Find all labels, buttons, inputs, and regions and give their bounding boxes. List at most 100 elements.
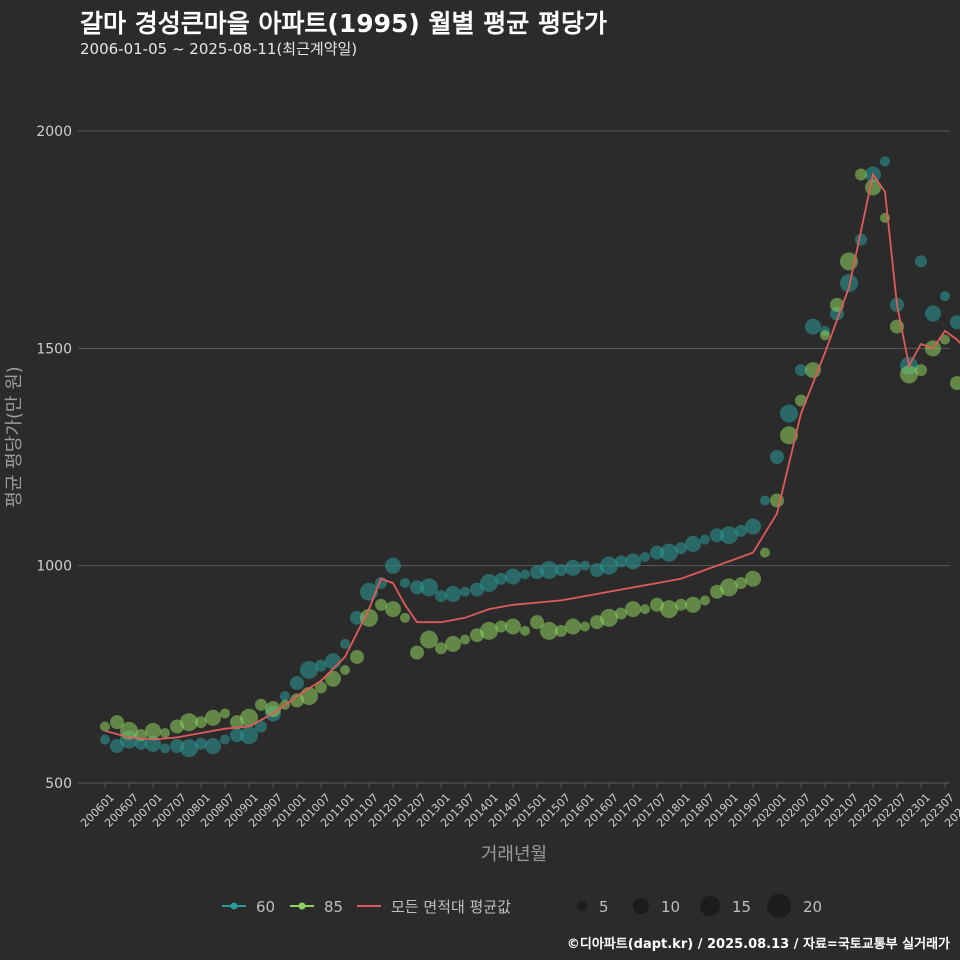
point-85: [110, 715, 124, 730]
point-85: [435, 642, 447, 655]
point-85: [265, 701, 281, 718]
point-85: [240, 708, 258, 727]
point-60: [675, 542, 687, 555]
point-60: [925, 305, 941, 322]
point-85: [400, 612, 410, 623]
y-tick-label: 2000: [36, 124, 72, 140]
point-60: [220, 734, 230, 745]
point-85: [420, 630, 438, 649]
point-85: [760, 547, 770, 558]
point-85: [600, 608, 618, 627]
point-85: [160, 728, 170, 739]
point-85: [565, 618, 581, 635]
point-85: [480, 621, 498, 640]
legend-size-circle: [700, 896, 720, 916]
point-60: [950, 315, 960, 330]
point-60: [760, 495, 770, 506]
x-tick-labels: 2006012006072007012007072008012008072009…: [78, 783, 960, 830]
point-85: [940, 334, 950, 345]
point-85: [340, 664, 350, 675]
y-axis-label: 평균 평당가(만 원): [4, 366, 25, 507]
series-85-points: [100, 168, 960, 742]
grid: [78, 130, 950, 784]
legend-size-label: 10: [661, 898, 680, 916]
point-60: [700, 534, 710, 545]
credit-text: ©디아파트(dapt.kr) / 2025.08.13 / 자료=국토교통부 실…: [566, 937, 950, 952]
point-60: [160, 743, 170, 754]
series-average-line: [104, 172, 960, 741]
point-60: [745, 518, 761, 535]
point-60: [400, 578, 410, 589]
point-60: [495, 572, 507, 585]
legend-key-point: [230, 902, 238, 910]
point-60: [805, 318, 821, 335]
point-85: [580, 621, 590, 632]
point-60: [625, 553, 641, 570]
point-60: [280, 691, 290, 702]
point-60: [940, 291, 950, 302]
point-60: [230, 728, 244, 743]
point-60: [720, 526, 738, 545]
point-60: [685, 535, 701, 552]
point-60: [540, 561, 558, 580]
point-60: [410, 580, 424, 595]
y-tick-label: 1000: [36, 559, 72, 575]
point-85: [685, 596, 701, 613]
point-60: [480, 574, 498, 593]
point-85: [915, 364, 927, 377]
point-60: [770, 450, 784, 464]
point-60: [110, 739, 124, 754]
legend-size-label: 5: [599, 898, 609, 916]
point-85: [255, 698, 267, 711]
y-tick-label: 1500: [36, 341, 72, 357]
point-60: [135, 737, 147, 750]
point-85: [820, 330, 830, 341]
point-85: [315, 681, 327, 694]
point-60: [780, 404, 798, 423]
point-85: [675, 598, 687, 611]
point-85: [950, 376, 960, 391]
point-85: [325, 670, 341, 687]
y-tick-labels: 500 1000 1500 2000: [36, 124, 72, 792]
point-60: [580, 560, 590, 571]
chart-subtitle: 2006-01-05 ~ 2025-08-11(최근계약일): [80, 40, 358, 58]
legend-size-circle: [577, 901, 587, 911]
point-85: [410, 645, 424, 660]
point-85: [180, 713, 198, 732]
point-85: [735, 577, 747, 590]
point-60: [240, 726, 258, 745]
point-85: [300, 687, 318, 706]
point-60: [650, 545, 664, 560]
point-85: [640, 604, 650, 615]
point-85: [445, 635, 461, 652]
point-85: [460, 634, 470, 645]
legend-size-label: 15: [732, 898, 751, 916]
point-60: [660, 543, 678, 562]
point-85: [720, 578, 738, 597]
point-60: [460, 586, 470, 597]
legend-size-label: 20: [803, 898, 822, 916]
point-60: [290, 676, 304, 691]
point-85: [385, 601, 401, 618]
point-85: [745, 570, 761, 587]
legend-size-circle: [633, 898, 649, 914]
point-60: [710, 528, 724, 543]
point-85: [780, 426, 798, 445]
legend-key-point: [298, 902, 306, 910]
y-tick-label: 500: [45, 776, 72, 792]
point-85: [495, 620, 507, 633]
point-60: [600, 556, 618, 575]
point-85: [100, 721, 110, 732]
point-60: [795, 364, 807, 377]
point-60: [325, 653, 341, 670]
point-60: [205, 738, 221, 755]
point-60: [855, 233, 867, 246]
point-85: [660, 600, 678, 619]
point-85: [540, 621, 558, 640]
point-60: [555, 564, 567, 577]
point-60: [565, 559, 581, 576]
point-60: [520, 569, 530, 580]
point-85: [360, 608, 378, 627]
average-line: [104, 172, 960, 741]
